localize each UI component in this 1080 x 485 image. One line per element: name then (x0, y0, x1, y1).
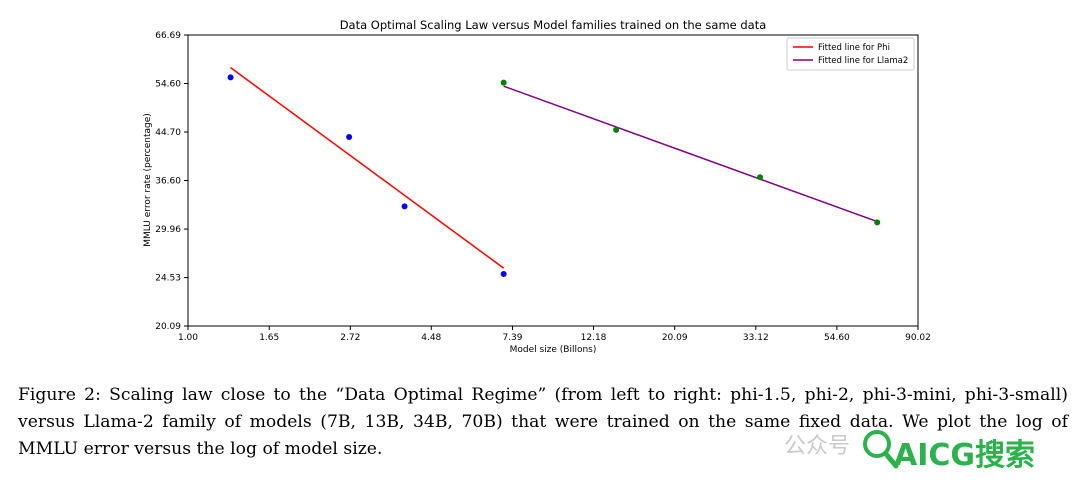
chart-title: Data Optimal Scaling Law versus Model fa… (340, 18, 767, 32)
x-tick-label: 1.00 (178, 333, 198, 343)
data-point (500, 79, 507, 86)
plot-area (187, 34, 919, 327)
x-tick-label: 4.48 (421, 333, 441, 343)
y-tick-label: 29.96 (155, 225, 181, 235)
y-tick-label: 54.60 (155, 80, 181, 90)
data-point (346, 133, 353, 140)
legend-box (786, 37, 915, 71)
fitted-line (230, 67, 505, 269)
y-tick-label: 66.69 (155, 31, 181, 41)
data-point (613, 126, 620, 133)
fitted-lines (230, 67, 878, 269)
x-tick-label: 20.09 (662, 333, 688, 343)
x-tick-label: 1.65 (259, 333, 279, 343)
legend-label: Fitted line for Phi (818, 43, 890, 53)
data-point (401, 203, 408, 210)
watermark: 公众号 AICG搜索 (782, 424, 1080, 476)
data-point (227, 74, 234, 81)
x-tick-label: 90.02 (905, 333, 931, 343)
x-tick-label: 54.60 (824, 333, 850, 343)
data-points (227, 74, 881, 277)
fitted-line (503, 85, 878, 223)
search-logo-icon (863, 430, 899, 469)
y-axis-label: MMLU error rate (percentage) (143, 113, 153, 247)
x-axis-ticks: 1.00 1.65 2.72 4.48 7.39 12.18 20.09 33.12 54.60… (178, 326, 931, 343)
y-tick-label: 20.09 (155, 322, 181, 332)
legend: Fitted line for Phi Fitted line for Llama… (786, 37, 915, 71)
x-axis-label: Model size (Billons) (510, 345, 597, 355)
y-axis-ticks: 20.09 24.53 29.96 36.60 44.70 54.60 66.69 (155, 31, 188, 332)
watermark-brand-text: AICG搜索 (894, 438, 1036, 473)
x-tick-label: 33.12 (743, 333, 769, 343)
y-tick-label: 36.60 (155, 177, 181, 187)
watermark-social-text: 公众号 (784, 434, 851, 459)
data-point (757, 174, 764, 181)
y-tick-label: 24.53 (155, 274, 181, 284)
data-point (500, 270, 507, 277)
y-tick-label: 44.70 (155, 128, 181, 138)
data-point (874, 219, 881, 226)
figure-caption: Figure 2: Scaling law close to the “Data… (18, 385, 1068, 459)
x-tick-label: 12.18 (581, 333, 607, 343)
scaling-law-chart: Data Optimal Scaling Law versus Model fa… (143, 18, 931, 355)
legend-label: Fitted line for Llama2 (818, 56, 908, 66)
x-tick-label: 2.72 (340, 333, 360, 343)
x-tick-label: 7.39 (502, 333, 522, 343)
